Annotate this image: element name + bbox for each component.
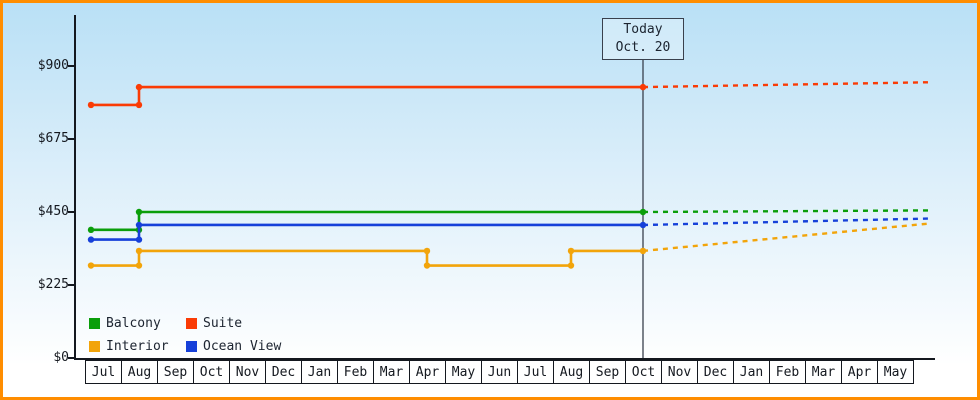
month-cell: Nov bbox=[229, 360, 266, 384]
month-cell: May bbox=[445, 360, 482, 384]
legend-swatch-ocean-view bbox=[186, 340, 197, 352]
series-marker-interior bbox=[423, 247, 431, 255]
forecast-line-ocean-view bbox=[642, 217, 932, 227]
forecast-line-interior bbox=[642, 222, 932, 253]
y-tick-label: $450 bbox=[37, 204, 69, 219]
month-cell: Jun bbox=[481, 360, 518, 384]
legend-item-ocean-view[interactable]: Ocean View bbox=[186, 336, 281, 356]
series-marker-suite bbox=[87, 101, 95, 109]
series-marker-interior bbox=[87, 262, 95, 269]
series-marker-suite bbox=[135, 101, 143, 109]
legend-swatch-interior bbox=[89, 340, 100, 352]
series-marker-ocean-view bbox=[135, 236, 143, 243]
legend-label: Suite bbox=[203, 315, 243, 331]
month-cell: Aug bbox=[553, 360, 590, 384]
month-cell: Jan bbox=[301, 360, 338, 384]
chart-stage: $0 $225 $450 $675 $900 Jul Aug Sep Oct Nov Dec Jan… bbox=[3, 3, 977, 397]
legend-label: Ocean View bbox=[203, 338, 282, 354]
legend-swatch-suite bbox=[186, 317, 197, 329]
month-cell: Sep bbox=[157, 360, 194, 384]
series-marker-interior bbox=[135, 262, 143, 269]
month-cell: Jan bbox=[733, 360, 770, 384]
chart-legend: Balcony Suite Interior Ocean View bbox=[89, 313, 281, 356]
series-marker-ocean-view bbox=[135, 221, 143, 229]
month-cell: May bbox=[877, 360, 914, 384]
month-cell: Sep bbox=[589, 360, 626, 384]
month-cell: Nov bbox=[661, 360, 698, 384]
month-cell: Apr bbox=[409, 360, 446, 384]
series-marker-ocean-view bbox=[87, 236, 95, 243]
month-cell: Dec bbox=[697, 360, 734, 384]
month-cell: Mar bbox=[373, 360, 410, 384]
today-date-label: Oct. 20 bbox=[615, 40, 671, 55]
month-cell: Oct bbox=[625, 360, 662, 384]
series-marker-interior bbox=[423, 262, 431, 269]
price-history-plot bbox=[68, 15, 935, 360]
series-line-balcony bbox=[91, 210, 643, 232]
series-line-ocean-view bbox=[91, 223, 643, 241]
series-marker-suite bbox=[135, 83, 143, 91]
legend-swatch-balcony bbox=[89, 317, 100, 329]
month-cell: Mar bbox=[805, 360, 842, 384]
forecast-line-balcony bbox=[642, 209, 932, 214]
y-tick-label: $675 bbox=[37, 131, 69, 146]
series-marker-balcony bbox=[639, 208, 647, 216]
legend-label: Balcony bbox=[106, 315, 161, 331]
series-marker-ocean-view bbox=[639, 221, 647, 229]
legend-item-balcony[interactable]: Balcony bbox=[89, 313, 186, 333]
series-marker-balcony bbox=[87, 226, 95, 234]
forecast-line-suite bbox=[642, 81, 932, 89]
legend-item-interior[interactable]: Interior bbox=[89, 336, 186, 356]
y-tick-label: $0 bbox=[53, 350, 69, 365]
month-cell: Jul bbox=[85, 360, 122, 384]
month-cell: Oct bbox=[193, 360, 230, 384]
legend-label: Interior bbox=[106, 338, 169, 354]
month-cell: Aug bbox=[121, 360, 158, 384]
month-cell: Feb bbox=[337, 360, 374, 384]
month-cell: Apr bbox=[841, 360, 878, 384]
series-marker-interior bbox=[135, 247, 143, 255]
today-label: Today bbox=[623, 22, 663, 37]
y-tick-label: $225 bbox=[37, 277, 69, 292]
legend-item-suite[interactable]: Suite bbox=[186, 313, 281, 333]
series-line-interior bbox=[91, 249, 643, 267]
month-cell: Dec bbox=[265, 360, 302, 384]
series-marker-interior bbox=[567, 247, 575, 255]
x-axis-month-row: Jul Aug Sep Oct Nov Dec Jan Feb Mar Apr May Jun Jul A… bbox=[85, 360, 914, 384]
month-cell: Jul bbox=[517, 360, 554, 384]
month-cell: Feb bbox=[769, 360, 806, 384]
today-annotation-box: Today Oct. 20 bbox=[602, 18, 684, 60]
series-marker-interior bbox=[567, 262, 575, 269]
y-tick-label: $900 bbox=[37, 58, 69, 73]
series-marker-balcony bbox=[135, 208, 143, 216]
series-line-suite bbox=[91, 85, 643, 107]
series-marker-suite bbox=[639, 83, 647, 91]
series-marker-interior bbox=[639, 247, 647, 255]
